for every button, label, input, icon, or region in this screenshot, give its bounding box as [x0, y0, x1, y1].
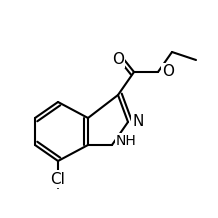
Text: N: N: [132, 114, 144, 129]
Text: NH: NH: [116, 134, 136, 148]
Text: Cl: Cl: [51, 172, 65, 187]
Text: O: O: [112, 51, 124, 66]
Text: O: O: [162, 65, 174, 80]
